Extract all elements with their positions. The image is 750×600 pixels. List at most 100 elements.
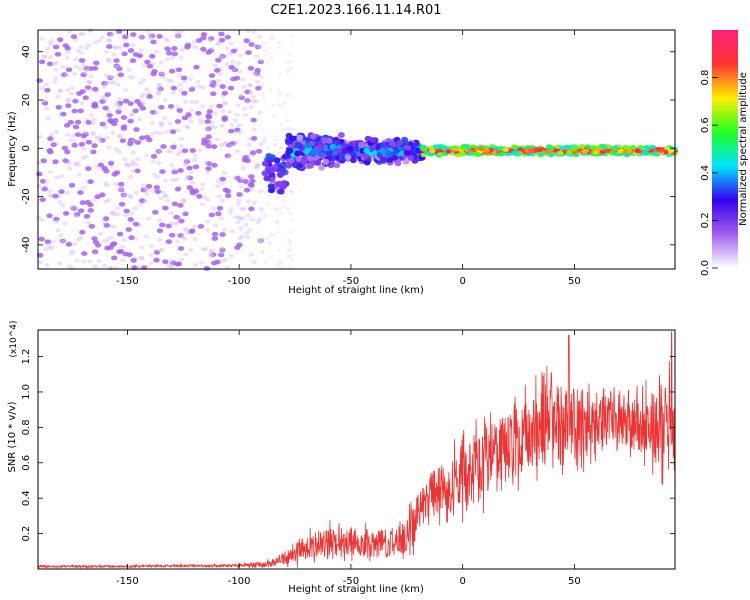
spectrogram-cell — [165, 223, 172, 229]
spectrogram-cell — [235, 61, 242, 65]
spectrogram-cell — [128, 174, 134, 179]
spectrogram-cell — [217, 71, 223, 76]
spectrogram-cell — [247, 83, 254, 88]
spectrogram-cell — [196, 84, 202, 89]
spectrogram-cell — [196, 194, 203, 199]
spectrogram-cell — [474, 151, 481, 157]
spectrogram-cell — [43, 82, 49, 87]
spectrogram-cell — [204, 127, 211, 132]
spectrogram-cell — [41, 100, 49, 106]
spectrogram-cell — [90, 130, 96, 135]
spectrogram-cell — [626, 149, 633, 154]
spectrogram-cell — [214, 83, 220, 87]
spectrogram-cell — [106, 198, 112, 202]
spectrogram-cell — [257, 59, 265, 65]
spectrogram-cell — [57, 88, 63, 93]
spectrogram-cell — [97, 38, 103, 43]
spectrogram-cell — [73, 64, 79, 69]
spectrogram-cell — [402, 158, 410, 165]
spectrogram-cell — [116, 134, 122, 139]
spectrogram-cell — [277, 45, 282, 49]
spectrogram-cell — [157, 248, 163, 253]
spectrogram-cell — [77, 67, 83, 72]
spectrogram-cell — [278, 146, 283, 150]
snr-y-tick-label: 0.2 — [21, 526, 32, 542]
spectrogram-cell — [209, 253, 215, 258]
spectrogram-cell — [65, 161, 71, 166]
spectrogram-cell — [130, 75, 136, 80]
spectrogram-cell — [136, 53, 144, 59]
spectrogram-cell — [211, 144, 218, 150]
spectrogram-cell — [123, 208, 130, 214]
spectrogram-cell — [169, 221, 175, 226]
spectrogram-cell — [182, 211, 189, 217]
spectrogram-cell — [115, 206, 121, 211]
spectrogram-cell — [279, 207, 284, 211]
spectrogram-cell — [93, 40, 99, 45]
spectrogram-cell — [275, 207, 279, 211]
spectrogram-cell — [54, 60, 60, 65]
spectrogram-cell — [197, 148, 203, 153]
spectrogram-cell — [185, 125, 191, 130]
spectrogram-cell — [253, 99, 259, 104]
spectrogram-cell — [116, 249, 123, 255]
spectrogram-cell — [114, 64, 120, 69]
spectrogram-cell — [94, 165, 100, 170]
spectrogram-cell — [234, 112, 240, 117]
spectrogram-cell — [57, 89, 63, 93]
spectrogram-cell — [181, 198, 187, 202]
spectrogram-cell — [190, 180, 196, 185]
spectrogram-cell — [87, 80, 93, 85]
spectrogram-cell — [286, 70, 291, 74]
spectrogram-cell — [83, 214, 91, 219]
spectrogram-cell — [237, 130, 243, 135]
spectrogram-cell — [245, 50, 252, 55]
spectrogram-cell — [181, 148, 189, 154]
colorbar-label: Normalized spectral amplitude — [738, 72, 749, 226]
spectrogram-cell — [318, 164, 326, 171]
spectrogram-cell — [67, 138, 74, 143]
spectrogram-cell — [69, 251, 75, 256]
spectrogram-cell — [478, 146, 485, 152]
spectrogram-cell — [257, 217, 263, 222]
spectrogram-cell — [165, 149, 171, 154]
spectrogram-cell — [246, 228, 253, 232]
spectrogram-cell — [287, 189, 292, 193]
spectrogram-cell — [72, 124, 80, 130]
spectrogram-cell — [245, 213, 251, 218]
spectrogram-cell — [60, 203, 66, 208]
spectrogram-cell — [101, 220, 108, 225]
spectrogram-cell — [177, 150, 183, 155]
spectrogram-cell — [36, 184, 42, 189]
spectrogram-cell — [288, 229, 293, 233]
spectrogram-cell — [78, 32, 84, 37]
spectrogram-cell — [629, 145, 636, 150]
spectrogram-cell — [288, 248, 293, 252]
spectrogram-cell — [208, 73, 216, 78]
spectrogram-cell — [228, 41, 234, 46]
spectrogram-cell — [52, 193, 59, 199]
spectrogram-cell — [353, 145, 361, 152]
spectrogram-cell — [81, 146, 87, 151]
spectrogram-cell — [285, 206, 290, 210]
spectrogram-cell — [181, 199, 187, 204]
spectrogram-cell — [281, 204, 286, 208]
spectrogram-cell — [111, 52, 117, 57]
spectrogram-cell — [81, 251, 88, 256]
spectrogram-cell — [205, 126, 212, 132]
spectrogram-cell — [86, 220, 92, 225]
spectrogram-cell — [103, 97, 109, 102]
spectrogram-cell — [117, 96, 123, 101]
spectrogram-cell — [175, 128, 181, 133]
spectrogram-cell — [249, 187, 255, 192]
spectrogram-cell — [379, 148, 387, 155]
spectrogram-cell — [158, 60, 164, 65]
spectrogram-cell — [181, 90, 188, 96]
spectrogram-panel: -150 -100 -50 0 50 -40 -20 0 20 40 Height of stra… — [7, 28, 679, 296]
snr-x-tick-label: -100 — [228, 576, 251, 587]
spectrogram-cell — [234, 245, 241, 251]
spectrogram-cell — [248, 206, 255, 212]
spectrogram-cell — [192, 164, 200, 170]
spectrogram-cell — [166, 50, 173, 56]
spectrogram-cell — [392, 149, 399, 156]
